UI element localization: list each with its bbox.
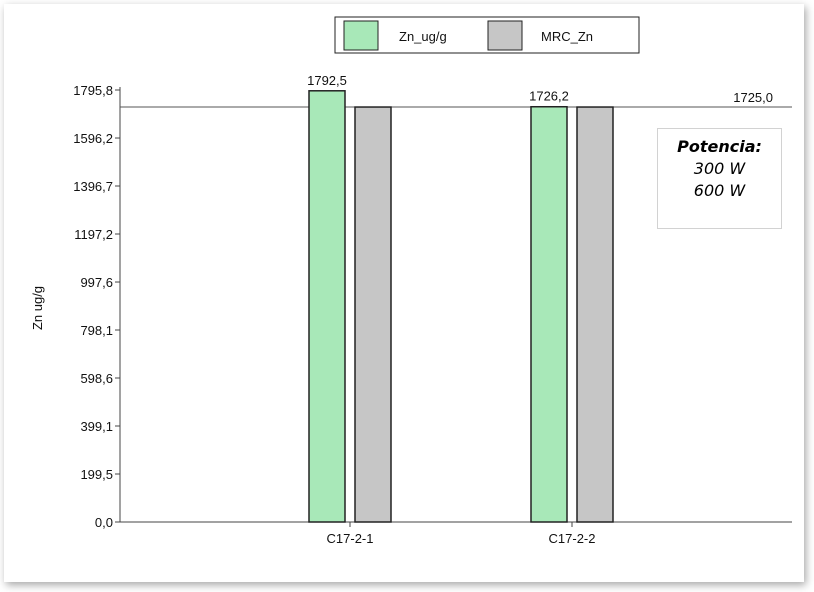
legend-label-zn: Zn_ug/g	[399, 29, 447, 44]
chart-frame	[4, 4, 804, 582]
bar-zn-c17-2-1	[308, 90, 346, 523]
y-tick-label: 997,6	[80, 275, 113, 290]
plot-area: 0,0 199,5 399,1 598,6 798,1 997,6 1197,2 1396,7…	[73, 73, 792, 546]
data-label: 1726,2	[529, 89, 569, 104]
bar-mrc-c17-2-2	[576, 106, 614, 523]
legend-swatch-zn	[343, 20, 379, 51]
bar-mrc-c17-2-1	[354, 106, 392, 523]
y-tick-label: 399,1	[80, 419, 113, 434]
legend-box	[334, 16, 640, 54]
y-tick-label: 1396,7	[73, 179, 113, 194]
y-tick-label: 0,0	[95, 515, 113, 530]
note-line-300w: 300 W	[693, 159, 746, 178]
legend-swatch-mrc	[487, 20, 523, 51]
x-tick-label: C17-2-1	[327, 531, 374, 546]
y-tick-label: 199,5	[80, 467, 113, 482]
note-title: Potencia:	[677, 137, 762, 156]
x-tick-label: C17-2-2	[549, 531, 596, 546]
legend-label-mrc: MRC_Zn	[541, 29, 593, 44]
y-axis-title: Zn ug/g	[30, 286, 45, 330]
reference-line-label: 1725,0	[733, 90, 773, 105]
legend: Zn_ug/g MRC_Zn	[334, 16, 640, 54]
note-line-600w: 600 W	[693, 181, 746, 200]
data-label: 1792,5	[307, 73, 347, 88]
y-tick-label: 1795,8	[73, 83, 113, 98]
y-tick-label: 798,1	[80, 323, 113, 338]
y-tick-label: 1596,2	[73, 131, 113, 146]
y-tick-label: 598,6	[80, 371, 113, 386]
y-tick-label: 1197,2	[74, 227, 113, 242]
bar-zn-c17-2-2	[530, 105, 568, 523]
note-box: Potencia: 300 W 600 W	[657, 128, 782, 229]
